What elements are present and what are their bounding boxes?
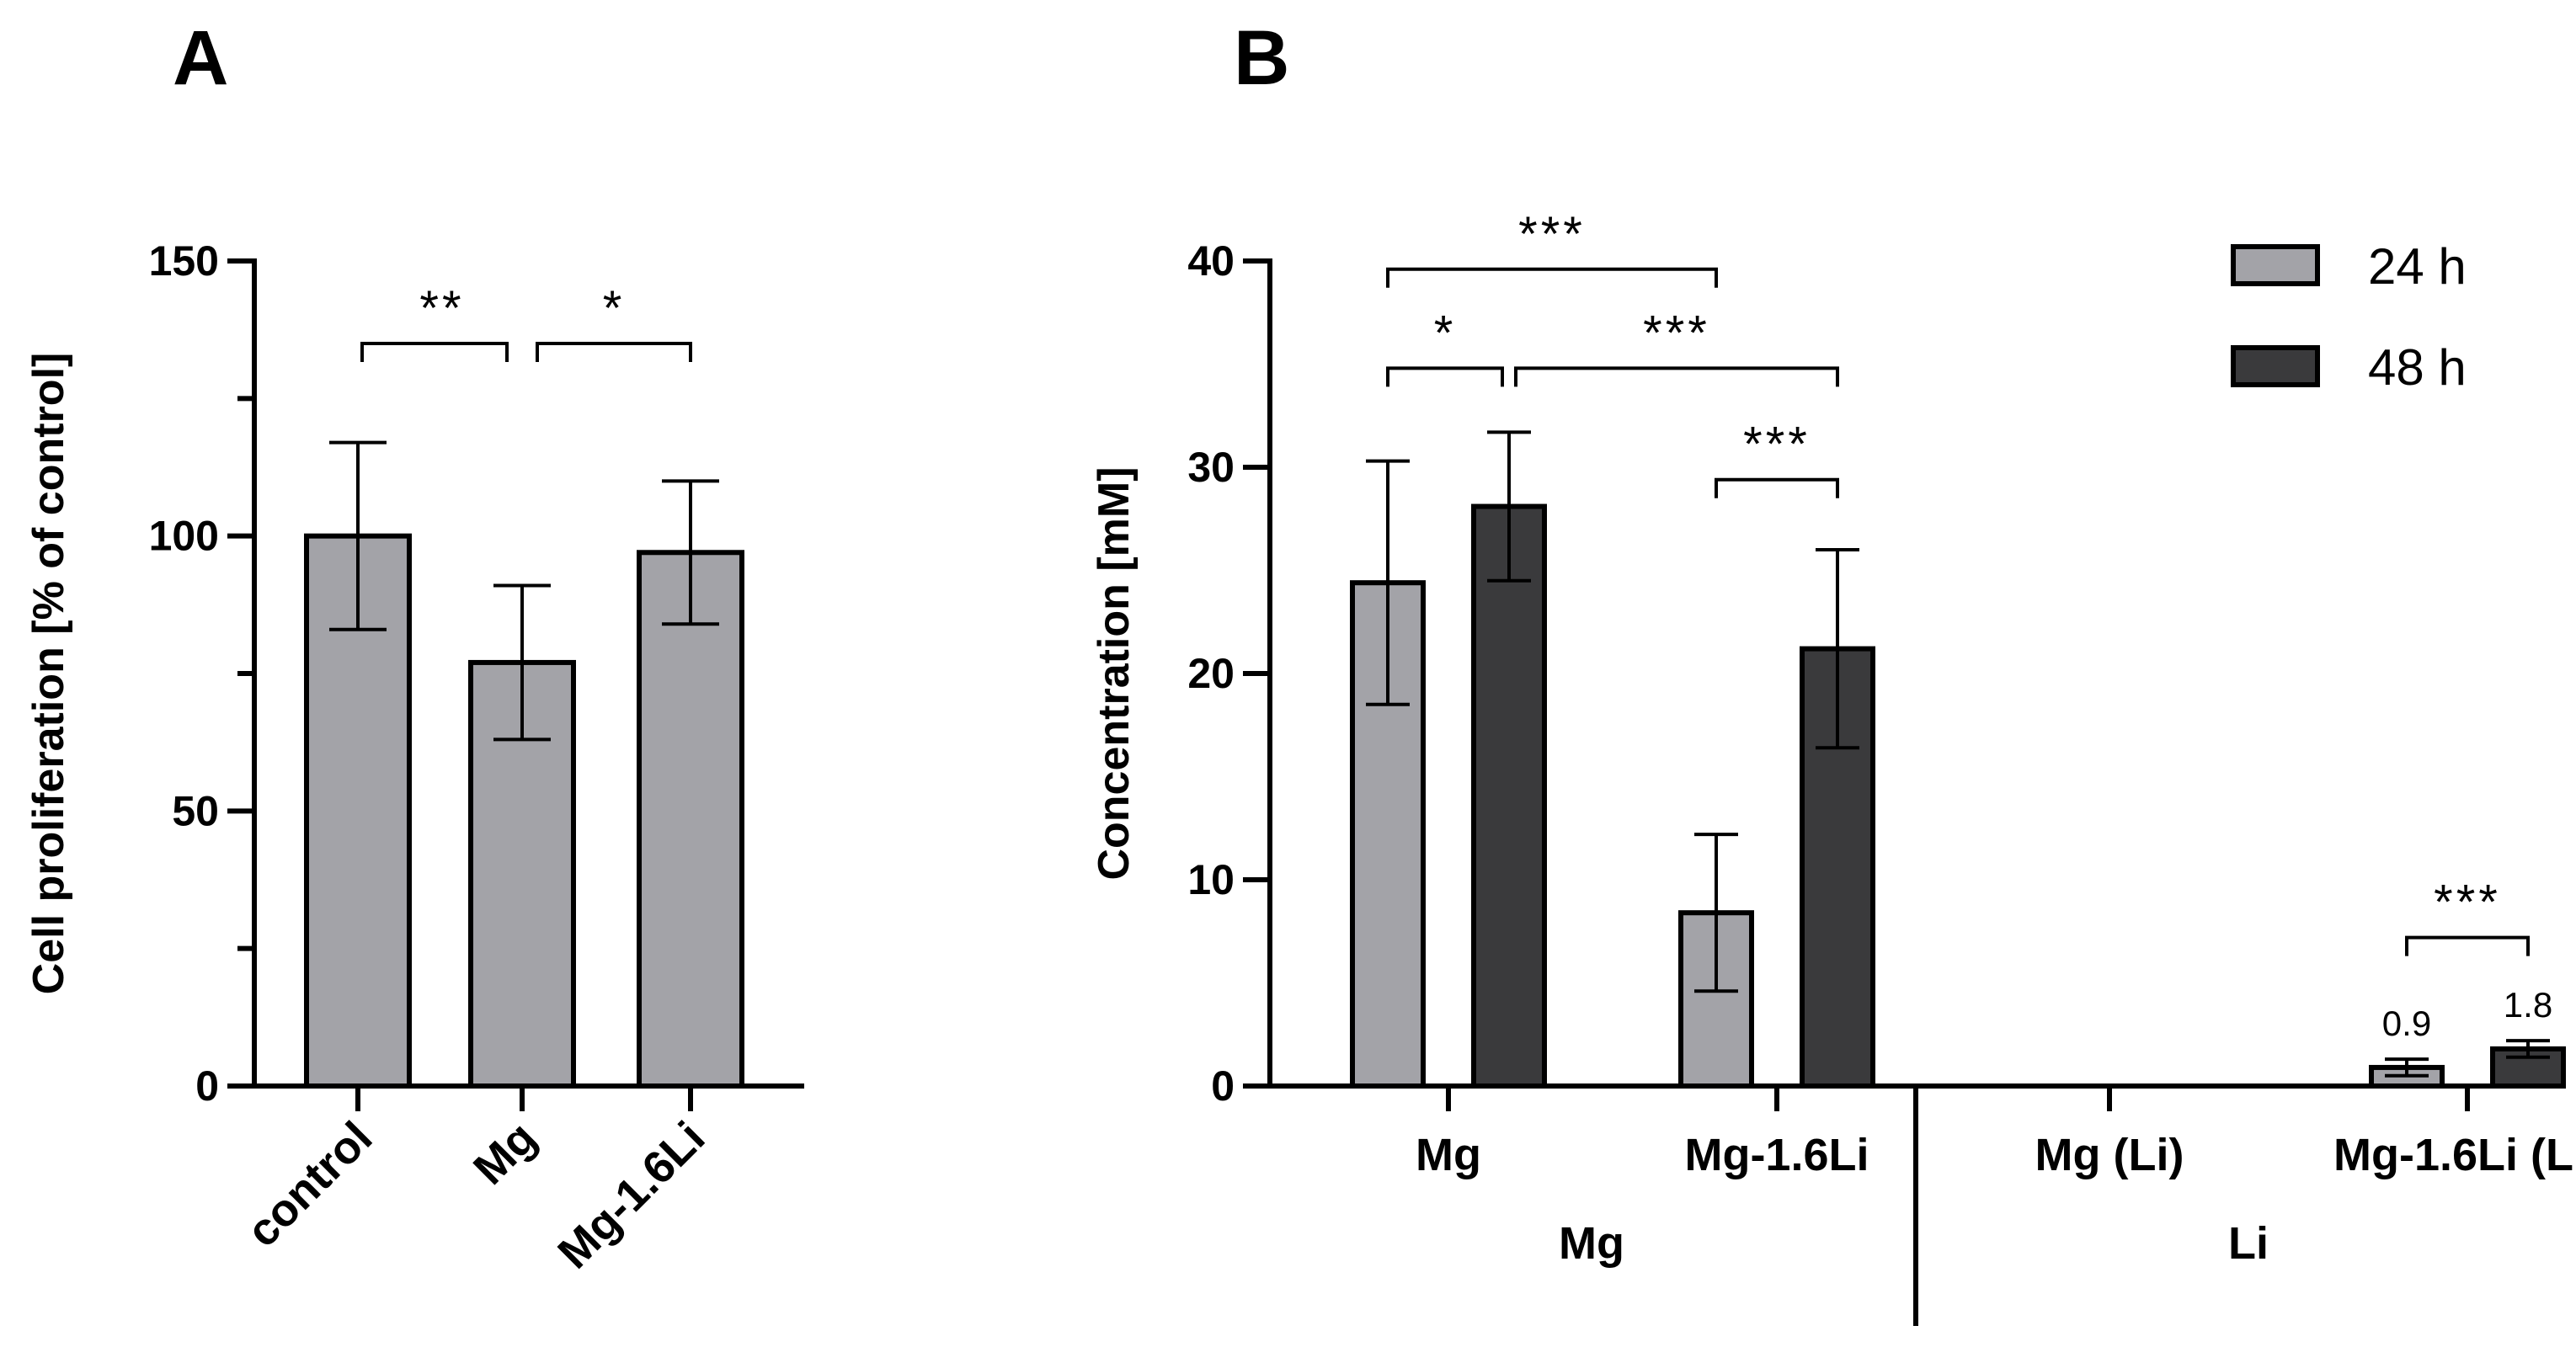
panel-letter-b: B — [1234, 15, 1289, 101]
group-label: Mg — [1559, 1218, 1624, 1269]
group-label: Li — [2228, 1218, 2269, 1269]
panel-letter-a: A — [173, 15, 228, 101]
significance-bracket — [1514, 366, 1839, 387]
x-tick-label: Mg-1.6Li — [548, 1112, 714, 1278]
x-tick-label: Mg (Li) — [2035, 1130, 2184, 1180]
y-tick-label: 20 — [1187, 650, 1235, 697]
significance-label: *** — [1518, 207, 1586, 262]
significance-bracket — [2405, 935, 2530, 956]
significance-bracket — [360, 342, 509, 362]
bar — [637, 550, 744, 1089]
y-axis-title: Cell proliferation [% of control] — [24, 353, 73, 995]
significance-bracket — [536, 342, 692, 362]
significance-bracket — [1386, 366, 1504, 387]
y-tick-label: 150 — [149, 237, 219, 285]
significance-label: *** — [2434, 876, 2501, 930]
x-tick-label: control — [237, 1112, 382, 1257]
x-tick-label: Mg — [464, 1112, 547, 1195]
legend-label: 24 h — [2368, 238, 2467, 295]
y-axis-title: Concentration [mM] — [1090, 466, 1139, 880]
legend-label: 48 h — [2368, 339, 2467, 396]
x-tick-label: Mg — [1416, 1130, 1481, 1180]
chart-panel-b: 0 10 20 30 40 Concentration [mM] Mg Mg-1.6Li Mg … — [1090, 207, 2576, 1326]
y-tick-label: 100 — [149, 513, 219, 560]
significance-label: * — [1434, 306, 1457, 360]
y-tick-label: 10 — [1187, 856, 1235, 903]
y-tick-label: 30 — [1187, 444, 1235, 491]
chart-panel-a: 0 50 100 150 Cell proliferation [% of contro… — [24, 237, 804, 1278]
legend-swatch — [2231, 244, 2320, 286]
y-tick-label: 0 — [1211, 1062, 1235, 1110]
y-tick-label: 50 — [172, 787, 219, 834]
x-tick-label: Mg-1.6Li (Li) — [2333, 1130, 2576, 1180]
legend-swatch — [2231, 345, 2320, 387]
significance-label: *** — [1743, 418, 1811, 472]
bar — [1471, 503, 1547, 1089]
significance-label: ** — [419, 281, 464, 336]
data-label: 1.8 — [2504, 985, 2552, 1025]
y-tick-label: 0 — [195, 1062, 219, 1110]
y-tick-label: 40 — [1187, 237, 1235, 285]
significance-bracket — [1386, 267, 1718, 288]
x-tick-label: Mg-1.6Li — [1684, 1130, 1869, 1180]
significance-bracket — [1715, 477, 1839, 498]
significance-label: *** — [1643, 306, 1710, 360]
significance-label: * — [603, 281, 626, 336]
data-label: 0.9 — [2382, 1004, 2431, 1043]
